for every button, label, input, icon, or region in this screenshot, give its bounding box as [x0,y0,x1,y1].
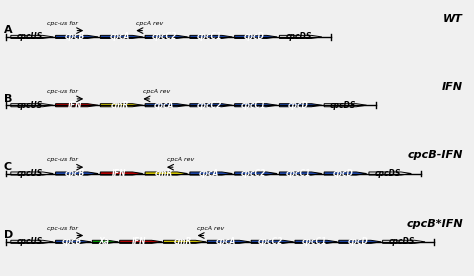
Polygon shape [339,240,381,243]
Polygon shape [100,104,143,107]
Text: Xa: Xa [99,237,109,246]
Polygon shape [279,35,322,38]
Text: cpcA rev: cpcA rev [143,89,171,94]
Polygon shape [190,172,232,175]
Polygon shape [324,172,366,175]
Text: IFN: IFN [67,101,82,110]
Text: cpcB-IFN: cpcB-IFN [408,150,463,160]
Polygon shape [383,240,425,243]
Polygon shape [235,35,277,38]
Text: cpcA: cpcA [216,237,237,246]
Polygon shape [145,35,188,38]
Polygon shape [324,104,366,107]
Text: cpcD: cpcD [288,101,309,110]
Polygon shape [279,172,322,175]
Text: cpc-us for: cpc-us for [47,226,78,231]
Text: IFN: IFN [112,169,127,178]
Polygon shape [100,172,143,175]
Text: cpcD: cpcD [333,169,354,178]
Text: cpcDS: cpcDS [330,101,356,110]
Text: cpcC1: cpcC1 [241,101,266,110]
Text: A: A [4,25,12,35]
Text: cpcD: cpcD [347,237,368,246]
Polygon shape [279,104,322,107]
Polygon shape [145,172,188,175]
Text: cpcC1: cpcC1 [196,32,222,41]
Polygon shape [207,240,250,243]
Polygon shape [369,172,411,175]
Text: cpcC2: cpcC2 [257,237,283,246]
Text: cpcC2: cpcC2 [152,32,177,41]
Polygon shape [164,240,206,243]
Polygon shape [92,240,118,243]
Polygon shape [55,104,98,107]
Text: cpcA rev: cpcA rev [167,157,194,162]
Text: cpcUS: cpcUS [17,169,43,178]
Polygon shape [235,104,277,107]
Text: cpcUS: cpcUS [17,237,43,246]
Text: cpcC1: cpcC1 [301,237,327,246]
Text: IFN: IFN [442,82,463,92]
Text: cpcC1: cpcC1 [286,169,311,178]
Text: cpcUS: cpcUS [17,32,43,41]
Polygon shape [190,104,232,107]
Polygon shape [55,172,98,175]
Text: cpcA rev: cpcA rev [198,226,225,231]
Text: cpcC2: cpcC2 [196,101,222,110]
Text: cmR: cmR [173,237,192,246]
Text: C: C [4,162,12,172]
Text: cpcD: cpcD [243,32,264,41]
Text: cpcB*IFN: cpcB*IFN [407,219,463,229]
Text: cpcDS: cpcDS [375,169,401,178]
Polygon shape [11,104,53,107]
Text: cpcC2: cpcC2 [241,169,266,178]
Text: cmR: cmR [155,169,173,178]
Text: D: D [4,230,13,240]
Polygon shape [55,35,98,38]
Polygon shape [55,240,91,243]
Polygon shape [11,35,53,38]
Polygon shape [11,240,53,243]
Polygon shape [145,104,188,107]
Text: cpcUS: cpcUS [17,101,43,110]
Polygon shape [100,35,143,38]
Text: cpcA: cpcA [154,101,174,110]
Text: cpc-us for: cpc-us for [47,89,78,94]
Text: cpc-us for: cpc-us for [47,21,78,26]
Text: cpcDS: cpcDS [389,237,415,246]
Polygon shape [295,240,337,243]
Polygon shape [251,240,293,243]
Polygon shape [119,240,162,243]
Text: cpcB: cpcB [64,169,85,178]
Text: cpcA rev: cpcA rev [136,21,164,26]
Text: cmR: cmR [110,101,128,110]
Text: cpcB: cpcB [64,32,85,41]
Polygon shape [11,172,53,175]
Text: cpcB: cpcB [61,237,82,246]
Text: cpcDS: cpcDS [285,32,312,41]
Text: cpcA: cpcA [109,32,129,41]
Text: WT: WT [443,14,463,24]
Polygon shape [190,35,232,38]
Text: IFN: IFN [131,237,146,246]
Polygon shape [235,172,277,175]
Text: cpcA: cpcA [199,169,219,178]
Text: B: B [4,94,12,104]
Text: cpc-us for: cpc-us for [47,157,78,162]
